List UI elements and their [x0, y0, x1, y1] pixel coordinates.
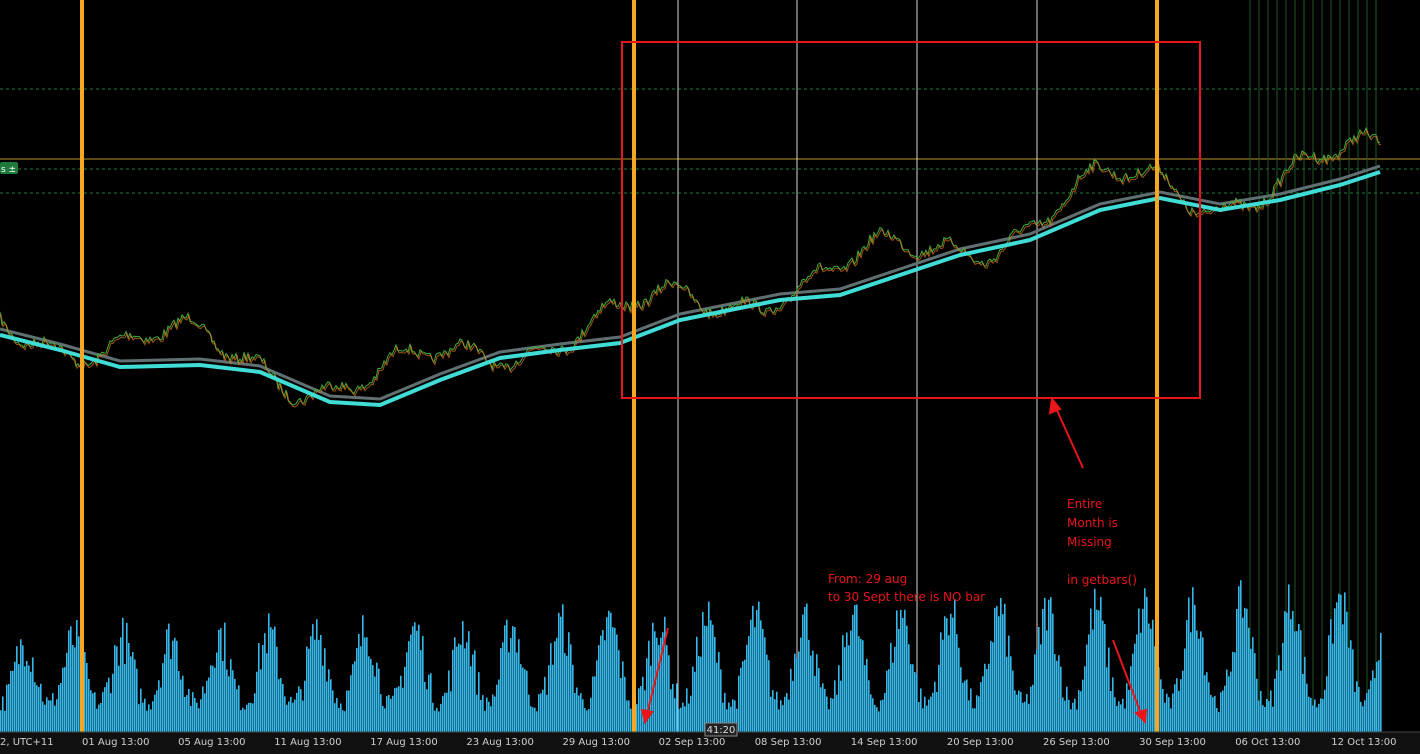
- time-label: 30 Sep 13:00: [1139, 737, 1206, 748]
- price-series: [0, 126, 1382, 408]
- arrows: [640, 396, 1148, 725]
- note-line: Month is: [1067, 516, 1118, 530]
- note-line: Missing: [1067, 535, 1112, 549]
- time-label: 06 Oct 13:00: [1235, 737, 1300, 748]
- time-label: 02 Sep 13:00: [659, 737, 726, 748]
- missing-note: Entire Month is Missing in getbars(): [1067, 497, 1137, 587]
- note-line: Entire: [1067, 497, 1102, 511]
- range-note: From: 29 aug to 30 Sept there is NO bar: [828, 572, 985, 604]
- time-label: 29 Aug 13:00: [563, 737, 630, 748]
- note-line: in getbars(): [1067, 573, 1137, 587]
- month-separators: [80, 0, 1159, 732]
- time-label: 08 Sep 13:00: [755, 737, 822, 748]
- note-line: to 30 Sept there is NO bar: [828, 590, 985, 604]
- time-label: 01 Aug 13:00: [82, 737, 149, 748]
- cursor-time: 41:20: [707, 725, 736, 736]
- time-axis: [0, 732, 1420, 754]
- time-label: 05 Aug 13:00: [178, 737, 245, 748]
- time-label: 23 Aug 13:00: [466, 737, 533, 748]
- time-label: 17 Aug 13:00: [370, 737, 437, 748]
- time-label: 26 Sep 13:00: [1043, 737, 1110, 748]
- time-label: 11 Aug 13:00: [274, 737, 341, 748]
- price-line-down: [0, 128, 1382, 408]
- note-line: From: 29 aug: [828, 572, 907, 586]
- time-label: 20 Sep 13:00: [947, 737, 1014, 748]
- highlight-box: [621, 41, 1201, 399]
- time-label: 12 Oct 13:00: [1331, 737, 1396, 748]
- volume-histogram: [0, 580, 1382, 732]
- moving-average-slow: [0, 164, 1381, 401]
- price-tag-bg: [0, 162, 18, 174]
- time-label: 14 Sep 13:00: [851, 737, 918, 748]
- price-tag: s ±: [1, 165, 16, 175]
- moving-average-fast: [0, 170, 1381, 408]
- cursor-badge: [704, 722, 738, 737]
- time-axis-labels: 2, UTC+11 01 Aug 13:00 05 Aug 13:00 11 Aug …: [0, 737, 1397, 748]
- time-label: 2, UTC+11: [0, 737, 54, 748]
